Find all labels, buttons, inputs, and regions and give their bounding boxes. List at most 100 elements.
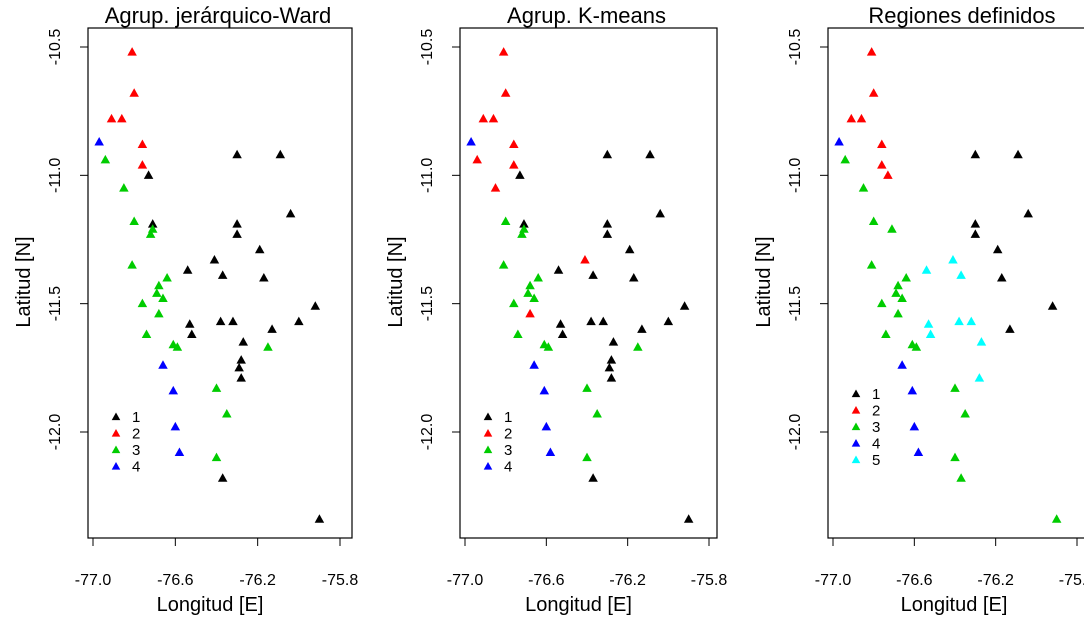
data-point-series-3 (881, 329, 891, 338)
data-point-series-2 (868, 88, 879, 97)
data-point-series-5 (921, 265, 932, 274)
data-point-series-3 (960, 409, 970, 418)
data-point-series-1 (663, 316, 674, 326)
data-point-series-3 (154, 308, 164, 318)
data-point-series-5 (956, 270, 966, 279)
data-point-series-4 (907, 385, 918, 395)
data-point-series-3 (893, 280, 903, 290)
data-point-series-3 (100, 154, 111, 164)
data-point-series-1 (275, 149, 286, 159)
y-axis-label: Latitud [N] (385, 236, 407, 327)
x-tick-label: -76.6 (896, 572, 933, 589)
legend-label: 3 (132, 442, 140, 459)
x-tick-label: -76.6 (528, 572, 565, 589)
data-point-series-2 (866, 47, 877, 56)
legend-marker (111, 445, 121, 454)
data-point-series-2 (856, 113, 867, 123)
y-tick-label: -11.0 (47, 158, 64, 193)
data-point-series-3 (950, 452, 960, 462)
data-point-series-3 (152, 288, 162, 297)
data-point-series-5 (948, 255, 958, 264)
data-point-series-1 (236, 373, 246, 382)
data-point-series-3 (633, 342, 643, 351)
data-point-series-1 (598, 316, 609, 326)
data-point-series-1 (259, 273, 269, 282)
data-point-series-3 (950, 383, 960, 392)
chart-panel-2: Agrup. K-means -77.0 -76.6 -76.2 -75.8 Longit… (385, 3, 727, 616)
data-point-series-1 (310, 301, 321, 310)
data-point-series-3 (529, 293, 539, 303)
data-point-series-3 (911, 342, 922, 351)
legend-label: 1 (504, 409, 512, 426)
data-point-series-1 (970, 219, 981, 228)
y-axis-label: Latitud [N] (13, 236, 35, 327)
legend-marker (851, 389, 861, 398)
data-point-series-1 (217, 270, 228, 279)
y-tick-label: -10.5 (47, 29, 64, 66)
data-point-series-4 (834, 136, 844, 146)
data-point-series-4 (466, 136, 476, 146)
y-tick-label: -11.0 (419, 158, 436, 193)
data-point-series-1 (602, 219, 613, 228)
data-point-series-2 (883, 170, 893, 179)
x-tick-label: -76.2 (977, 572, 1014, 589)
legend-label: 3 (872, 419, 880, 436)
y-axis-label: Latitud [N] (753, 236, 775, 327)
y-tick-label: -12.0 (787, 414, 804, 451)
x-axis-label: Longitud [E] (901, 594, 1008, 616)
data-point-series-3 (158, 293, 168, 303)
data-point-series-2 (137, 139, 148, 149)
data-point-series-1 (217, 473, 228, 482)
data-point-series-3 (513, 329, 523, 338)
data-point-series-1 (629, 273, 639, 282)
data-point-series-1 (624, 244, 635, 254)
data-point-series-1 (588, 473, 598, 482)
data-point-series-2 (877, 139, 887, 149)
data-point-series-1 (645, 149, 655, 159)
data-point-series-1 (683, 514, 694, 523)
data-point-series-2 (117, 113, 127, 123)
data-point-series-2 (509, 139, 519, 149)
plot-frame (459, 27, 718, 539)
x-tick-label: -75.8 (1059, 572, 1084, 589)
data-point-series-1 (236, 355, 246, 364)
data-point-series-1 (294, 316, 304, 326)
data-point-series-3 (592, 409, 602, 418)
data-point-series-1 (679, 301, 690, 310)
x-tick-label: -75.8 (322, 572, 359, 589)
legend-label: 2 (504, 426, 512, 443)
data-point-series-3 (893, 308, 903, 318)
data-point-series-3 (222, 409, 232, 418)
data-point-series-1 (1047, 301, 1058, 310)
data-point-series-1 (232, 149, 242, 159)
data-point-series-3 (858, 183, 869, 192)
legend-marker (483, 445, 493, 454)
data-point-series-4 (541, 421, 552, 431)
legend-label: 1 (132, 409, 140, 426)
y-tick-label: -10.5 (787, 29, 804, 66)
x-tick-label: -76.2 (239, 572, 276, 589)
x-tick-label: -76.6 (157, 572, 194, 589)
data-point-series-1 (147, 219, 158, 228)
data-point-series-4 (174, 447, 185, 457)
data-point-series-1 (588, 270, 598, 279)
data-point-series-3 (901, 273, 911, 282)
y-tick-label: -11.0 (787, 158, 804, 193)
data-point-series-1 (602, 149, 613, 159)
data-point-series-2 (877, 160, 887, 169)
data-point-series-2 (509, 160, 519, 169)
data-point-series-4 (529, 360, 539, 369)
data-point-series-1 (586, 316, 596, 326)
data-point-series-1 (232, 229, 242, 238)
legend-label: 3 (504, 442, 512, 459)
data-point-series-3 (866, 260, 877, 269)
data-point-series-1 (992, 244, 1003, 254)
data-point-series-1 (515, 170, 525, 179)
legend-label: 2 (872, 403, 880, 420)
y-tick-label: -12.0 (419, 414, 436, 451)
data-point-series-1 (970, 149, 981, 159)
x-tick-label: -77.0 (447, 572, 484, 589)
data-point-series-3 (956, 473, 966, 482)
